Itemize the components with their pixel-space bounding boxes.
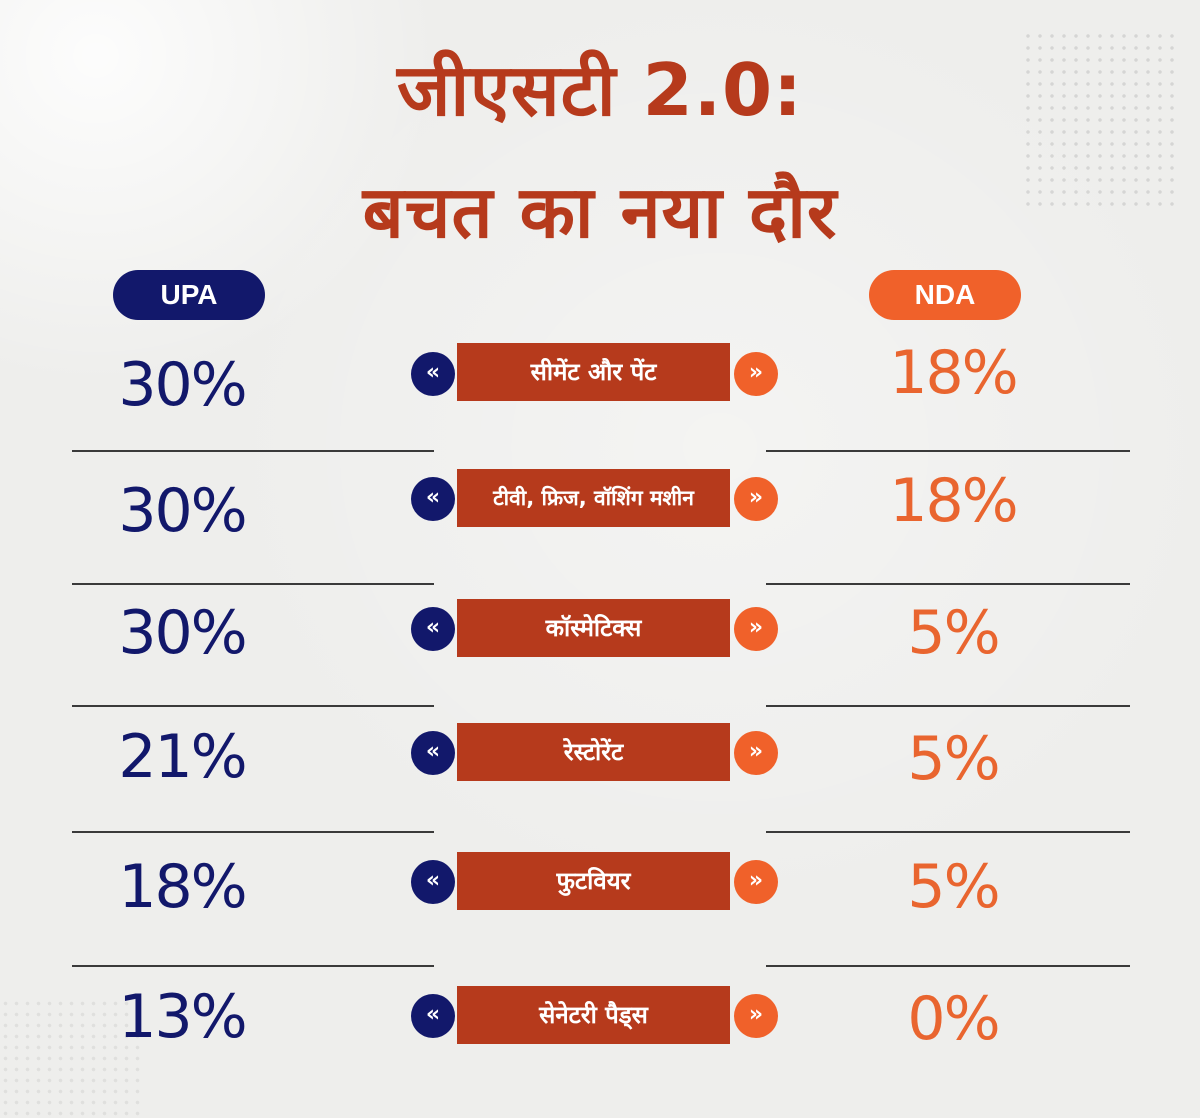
category-label: टीवी, फ्रिज, वॉशिंग मशीन [457,469,730,527]
nda-rate: 0% [907,984,1000,1054]
category-label: रेस्टोरेंट [457,723,730,781]
row-divider [766,450,1130,452]
left-arrow-icon: « [411,352,455,396]
row-divider [72,965,434,967]
left-arrow-icon: « [411,607,455,651]
row-divider [766,705,1130,707]
row-divider [72,450,434,452]
upa-rate: 30% [118,350,247,420]
upa-rate: 30% [118,598,247,668]
dot-pattern-decoration [0,998,140,1118]
nda-header-badge: NDA [869,270,1021,320]
right-arrow-icon: » [734,477,778,521]
row-divider [766,965,1130,967]
left-arrow-icon: « [411,994,455,1038]
right-arrow-icon: » [734,731,778,775]
category-label: फुटवियर [457,852,730,910]
category-label: कॉस्मेटिक्स [457,599,730,657]
nda-rate: 5% [907,598,1000,668]
upa-rate: 30% [118,476,247,546]
page-title-line-1: जीएसटी 2.0: [397,48,803,132]
upa-rate: 13% [118,982,247,1052]
upa-rate: 21% [118,722,247,792]
row-divider [72,831,434,833]
left-arrow-icon: « [411,477,455,521]
row-divider [72,583,434,585]
right-arrow-icon: » [734,607,778,651]
right-arrow-icon: » [734,860,778,904]
row-divider [72,705,434,707]
left-arrow-icon: « [411,731,455,775]
upa-header-badge: UPA [113,270,265,320]
right-arrow-icon: » [734,352,778,396]
page-title-line-2: बचत का नया दौर [362,170,838,254]
right-arrow-icon: » [734,994,778,1038]
category-label: सेनेटरी पैड्स [457,986,730,1044]
row-divider [766,831,1130,833]
dot-pattern-decoration [1022,30,1182,210]
nda-rate: 5% [907,724,1000,794]
upa-rate: 18% [118,852,247,922]
nda-rate: 5% [907,852,1000,922]
row-divider [766,583,1130,585]
left-arrow-icon: « [411,860,455,904]
nda-rate: 18% [889,338,1018,408]
category-label: सीमेंट और पेंट [457,343,730,401]
nda-rate: 18% [889,466,1018,536]
